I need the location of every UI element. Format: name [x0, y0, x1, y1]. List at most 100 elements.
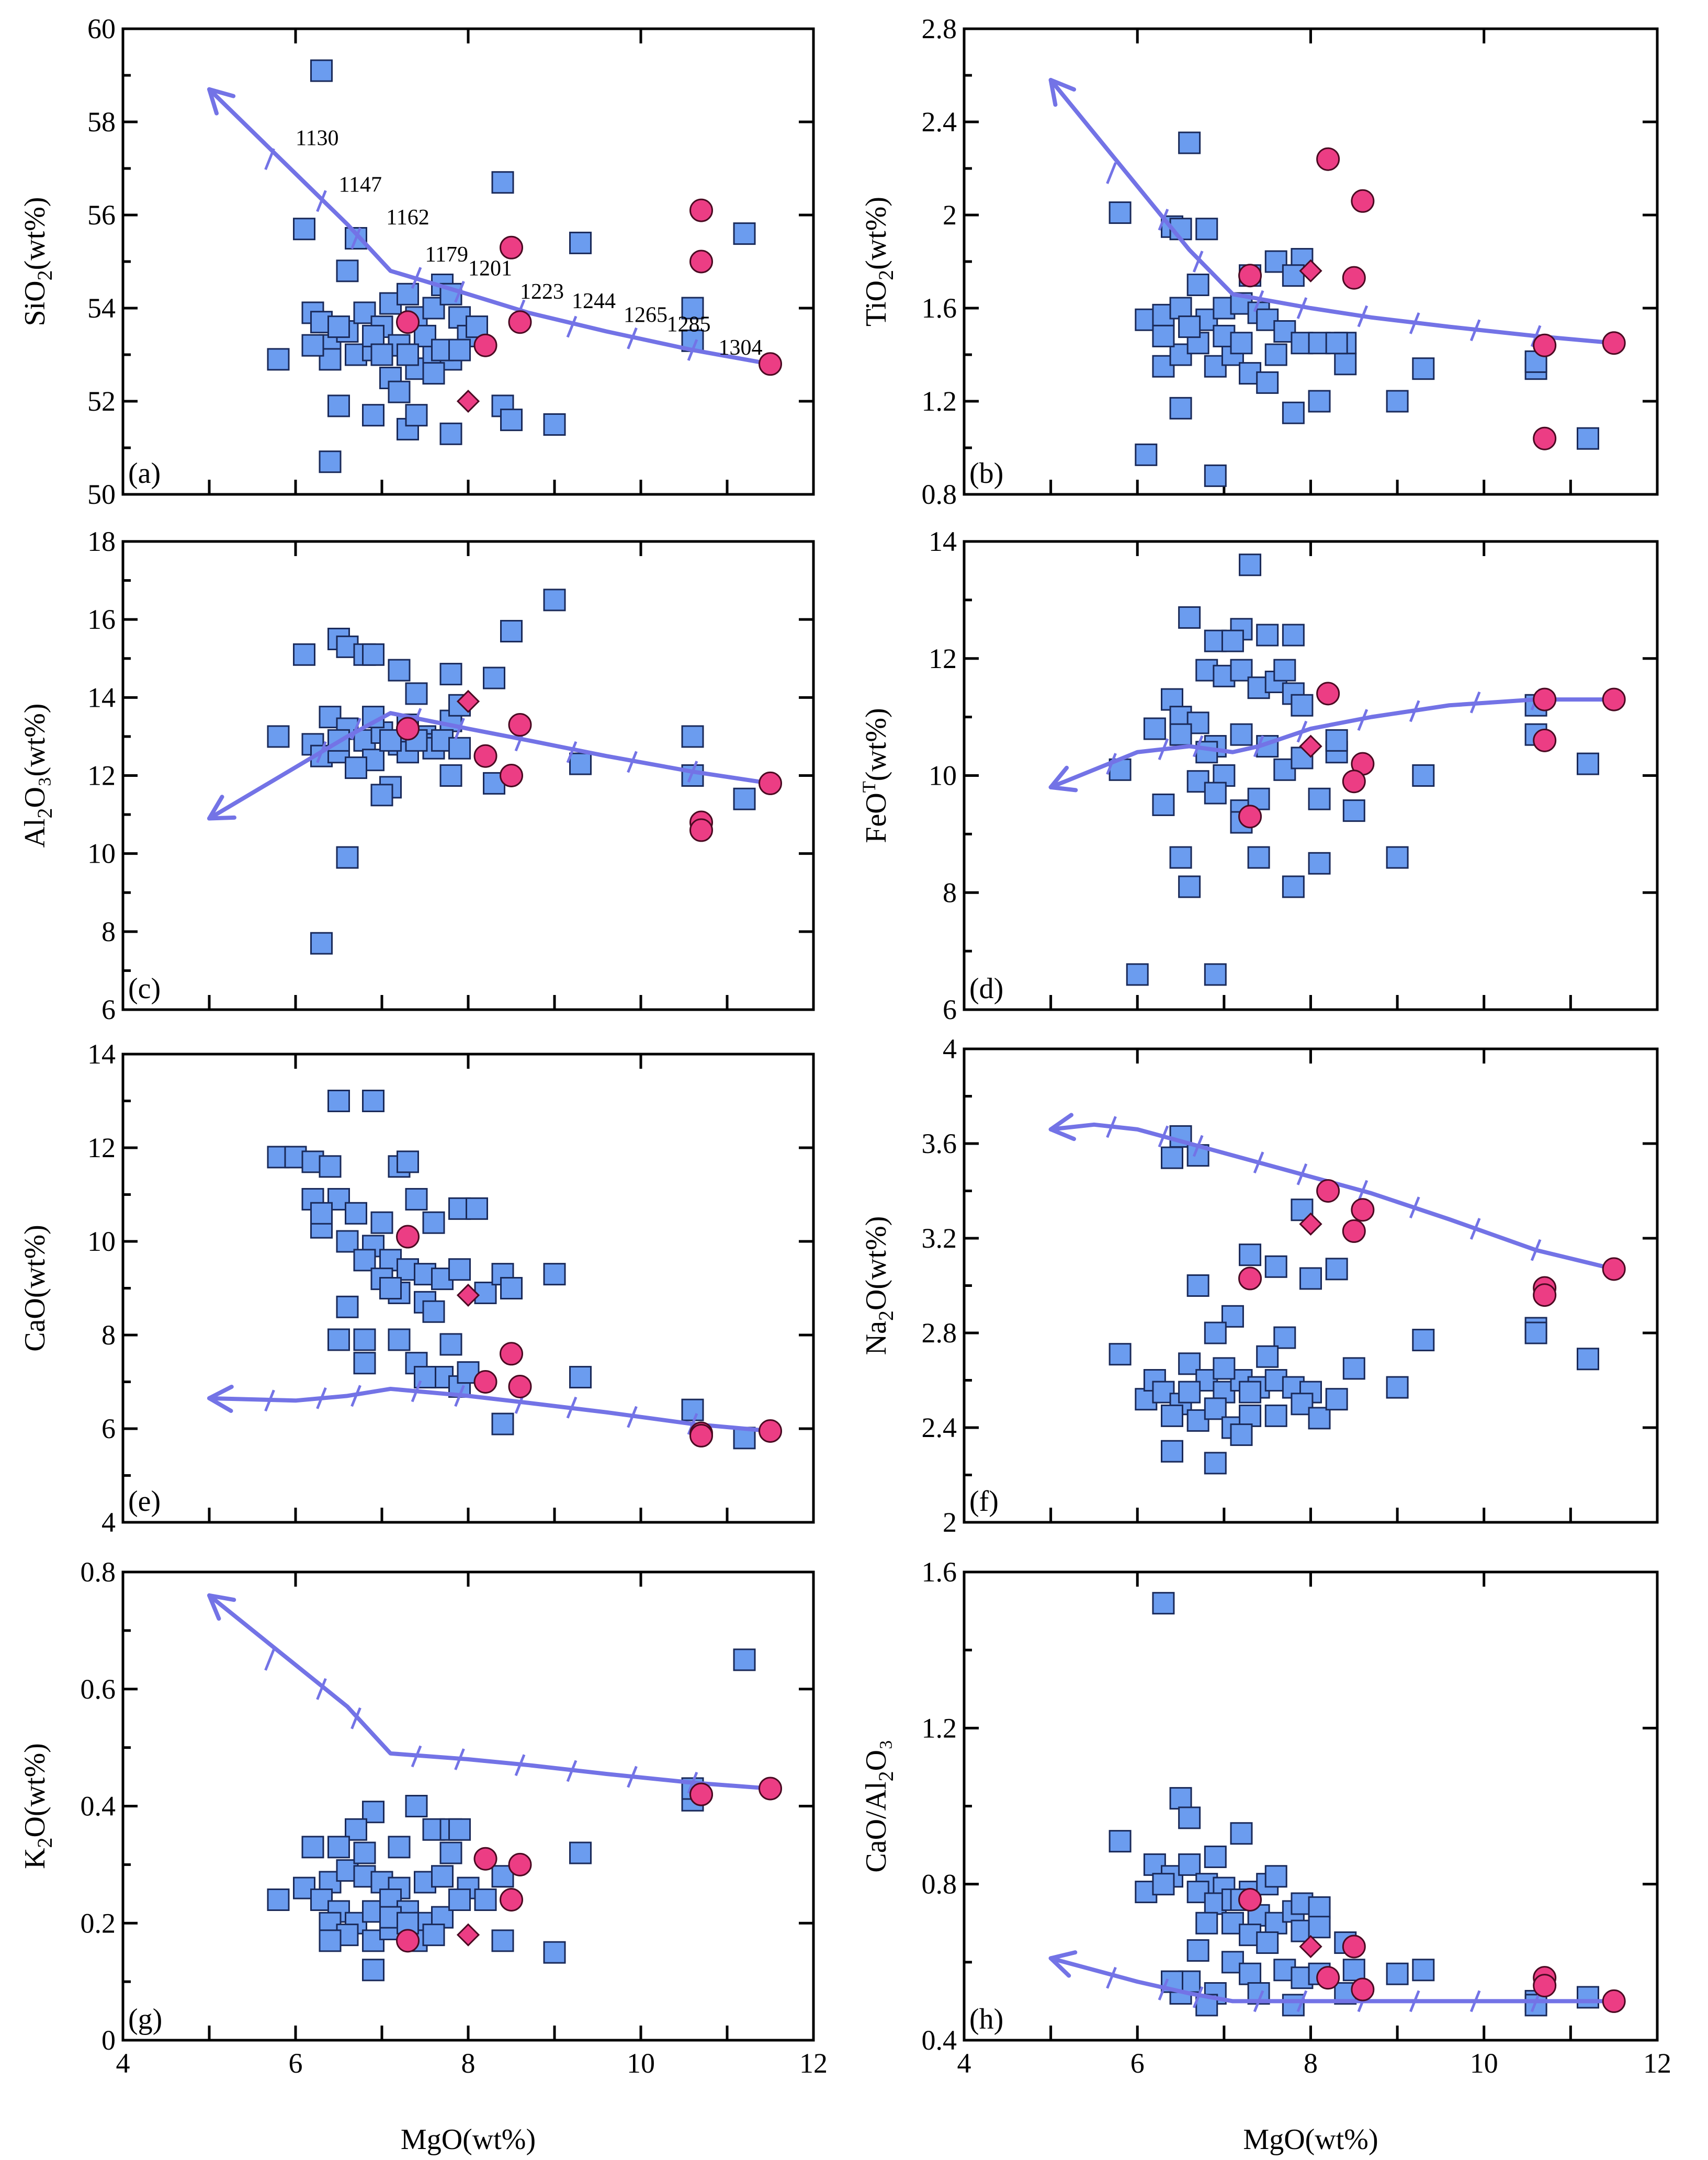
curve-arrowhead [207, 1384, 234, 1413]
panel-label: (a) [128, 457, 161, 490]
curve-tick [454, 718, 465, 740]
data-square [1152, 793, 1175, 816]
y-axis-title-tail: O(wt%) [19, 1743, 51, 1837]
y-axis-title-tail: (wt%) [860, 197, 892, 270]
curve-tick [1253, 735, 1264, 757]
data-square [733, 1648, 756, 1671]
curve-tick [1253, 290, 1264, 312]
y-axis-title-main: SiO [19, 280, 51, 326]
data-square [1108, 1830, 1132, 1853]
y-tick-label: 12 [87, 1132, 116, 1163]
data-circle [500, 764, 523, 787]
data-circle [689, 818, 713, 842]
y-axis-title: Na2O(wt%) [860, 1216, 898, 1355]
data-square [353, 1328, 376, 1351]
curve-tick [1158, 208, 1169, 231]
data-square [1247, 846, 1270, 869]
data-square [1282, 264, 1305, 287]
panel-h: 0.4 0.8 1.2 1.6 4 6 8 10 12 (h) CaO/Al2O₃ [860, 1556, 1671, 2079]
y-tick-label: 6 [101, 994, 116, 1025]
y-tick-label: 8 [943, 877, 957, 908]
panels-layer: 505254565860(a)SiO2(wt%)1130114711621179… [19, 13, 1671, 2079]
y-tick-label: 2.8 [922, 1317, 957, 1349]
data-square [1342, 799, 1365, 822]
data-square [345, 1202, 367, 1225]
curve-annotation: 1130 [296, 127, 338, 151]
curve-tick [1409, 312, 1420, 334]
data-square [474, 1281, 497, 1304]
data-square [370, 784, 393, 807]
data-square [439, 764, 462, 787]
curve-tick [454, 1748, 465, 1770]
data-square [405, 682, 428, 705]
data-square [1577, 1986, 1599, 2009]
y-tick-label: 12 [87, 760, 116, 791]
curve-tick [1469, 319, 1481, 342]
data-circle [1533, 426, 1557, 450]
data-circle [1602, 331, 1626, 355]
panel-g: 0 0.2 0.4 0.6 0.8 4 6 8 10 12 (g) K2O(wt%) [19, 1556, 828, 2079]
data-square [1186, 1274, 1209, 1297]
data-square [1386, 846, 1409, 869]
y-tick-label: 0.2 [81, 1907, 116, 1939]
data-square [1178, 1381, 1201, 1404]
data-square [1342, 1959, 1365, 1982]
y-axis-title-sup: T [858, 781, 879, 793]
y-axis-title: TiO2(wt%) [860, 197, 898, 326]
data-square [1577, 427, 1599, 450]
data-square [301, 334, 324, 357]
y-tick-label: 0.8 [922, 1869, 957, 1900]
marks-layer [1048, 1592, 1626, 2017]
data-square [327, 394, 350, 417]
data-square [1386, 1962, 1409, 1985]
y-tick-label: 0.8 [81, 1556, 116, 1588]
data-square [1161, 1146, 1183, 1169]
y-tick-label: 54 [87, 292, 116, 324]
curve-annotation: 1285 [667, 313, 711, 337]
curve-tick [1192, 735, 1204, 757]
data-square [448, 1818, 471, 1841]
data-square [543, 589, 566, 612]
data-circle [689, 1782, 713, 1806]
marks-layer [207, 1593, 782, 1982]
data-circle [1533, 1283, 1557, 1307]
data-square [1178, 1806, 1201, 1829]
data-square [1412, 357, 1435, 380]
data-circle [1533, 728, 1557, 752]
curve-tick [627, 327, 638, 349]
data-circle [1351, 189, 1375, 213]
data-square [405, 404, 428, 427]
data-square [1108, 1343, 1132, 1366]
curve-arrowhead [1048, 1113, 1076, 1141]
y-tick-label: 0 [101, 2025, 116, 2056]
y-axis-title-main: Al [19, 818, 51, 847]
curve-tick [1469, 1217, 1481, 1240]
curve-tick [1158, 738, 1169, 761]
y-tick-label: 3.2 [922, 1223, 957, 1254]
x-tick-label: 8 [461, 2048, 476, 2079]
data-square [1195, 1912, 1218, 1935]
y-tick-label: 0.8 [922, 479, 957, 510]
curve-tick [1409, 1990, 1420, 2012]
data-circle [396, 717, 420, 741]
data-square [1524, 1321, 1547, 1344]
data-diamond [456, 1923, 480, 1947]
data-square [422, 362, 445, 385]
x-axis-title-left: MgO(wt%) [401, 2123, 536, 2156]
curve-annotation: 1179 [425, 243, 468, 267]
y-axis-title: FeOT(wt%) [858, 708, 892, 843]
x-tick-label: 8 [1304, 2048, 1318, 2079]
data-square [1299, 1267, 1322, 1290]
data-square [1239, 1962, 1262, 1985]
y-axis-title: K2O(wt%) [19, 1743, 56, 1869]
curve-tick [1253, 1151, 1264, 1174]
data-diamond [456, 1283, 480, 1307]
data-square [422, 1300, 445, 1323]
data-square [1325, 332, 1348, 355]
data-square [319, 1929, 342, 1952]
curve-tick [1409, 700, 1420, 722]
curve-tick [1296, 720, 1308, 743]
data-circle [1533, 687, 1557, 711]
data-square [448, 338, 471, 361]
data-square [1412, 1329, 1435, 1352]
